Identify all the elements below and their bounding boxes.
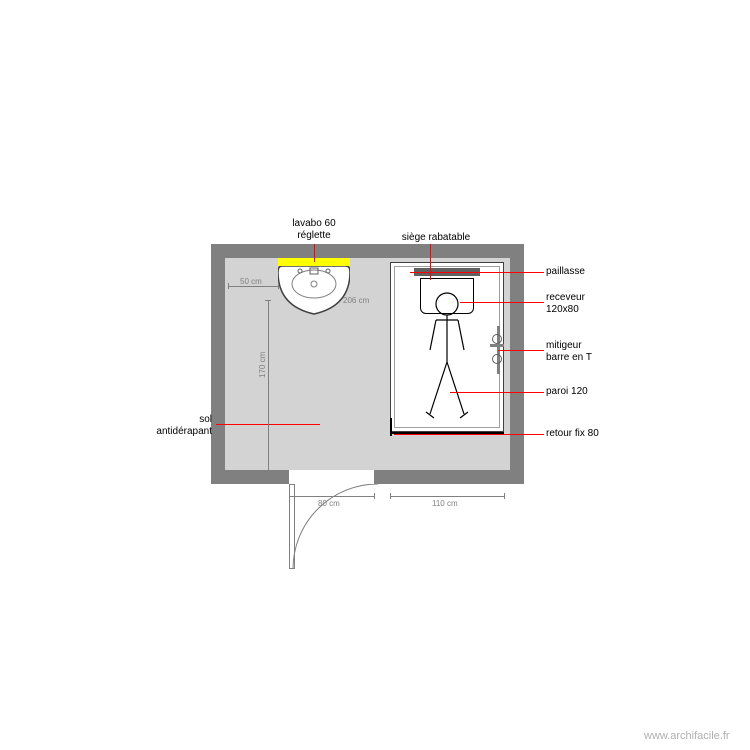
- label-siege-text: siège rabatable: [402, 232, 470, 243]
- dim-80-text: 80 cm: [318, 499, 340, 508]
- dim-170-tick-b: [265, 470, 271, 471]
- label-mitigeur-l1: mitigeur: [546, 340, 582, 351]
- label-paillasse-text: paillasse: [546, 266, 585, 277]
- dim-80-tick-l: [289, 493, 290, 499]
- mixer-handle: [490, 344, 504, 347]
- label-lavabo: lavabo 60 réglette: [260, 218, 368, 242]
- door-opening: [289, 470, 374, 484]
- label-lavabo-l1: lavabo 60: [292, 218, 335, 229]
- label-sol: sol antidérapant: [130, 414, 212, 438]
- label-siege: siège rabatable: [376, 232, 496, 244]
- dim-170-line: [268, 300, 269, 470]
- label-mitigeur-l2: barre en T: [546, 352, 592, 363]
- dim-170-text: 170 cm: [258, 352, 267, 378]
- callout-line-retour: [394, 434, 544, 435]
- sink-icon: [278, 266, 350, 316]
- dim-110-text: 110 cm: [432, 499, 458, 508]
- mixer-circle-2: [492, 354, 502, 364]
- dim-80-line: [289, 496, 374, 497]
- dim-110-tick-l: [390, 493, 391, 499]
- label-receveur-l1: receveur: [546, 292, 585, 303]
- person-icon: [404, 290, 490, 420]
- dim-170-tick-t: [265, 300, 271, 301]
- dim-50-tick-r: [278, 283, 279, 289]
- callout-line-mitigeur: [498, 350, 544, 351]
- label-retour: retour fix 80: [546, 428, 599, 440]
- label-lavabo-l2: réglette: [297, 230, 330, 241]
- callout-line-paroi: [450, 392, 544, 393]
- mixer-circle-1: [492, 334, 502, 344]
- label-receveur: receveur 120x80: [546, 292, 585, 316]
- label-sol-l2: antidérapant: [156, 426, 212, 437]
- dim-206-text: 206 cm: [343, 296, 369, 305]
- watermark: www.archifacile.fr: [644, 730, 730, 742]
- label-paroi-text: paroi 120: [546, 386, 588, 397]
- label-paroi: paroi 120: [546, 386, 588, 398]
- dim-50-line: [228, 286, 278, 287]
- floor-plan-canvas: lavabo 60 réglette siège rabatable paill…: [0, 0, 750, 750]
- callout-line-siege: [430, 244, 431, 280]
- label-retour-text: retour fix 80: [546, 428, 599, 439]
- label-paillasse: paillasse: [546, 266, 585, 278]
- shower-return: [390, 418, 392, 436]
- dim-110-tick-r: [504, 493, 505, 499]
- label-mitigeur: mitigeur barre en T: [546, 340, 592, 364]
- door-arc: [208, 484, 378, 654]
- callout-line-receveur: [460, 302, 544, 303]
- dim-80-tick-r: [374, 493, 375, 499]
- callout-line-lavabo: [314, 244, 315, 262]
- label-receveur-l2: 120x80: [546, 304, 579, 315]
- dim-50-tick-l: [228, 283, 229, 289]
- label-sol-l1: sol: [199, 414, 212, 425]
- dim-50-text: 50 cm: [240, 277, 262, 286]
- dim-110-line: [390, 496, 504, 497]
